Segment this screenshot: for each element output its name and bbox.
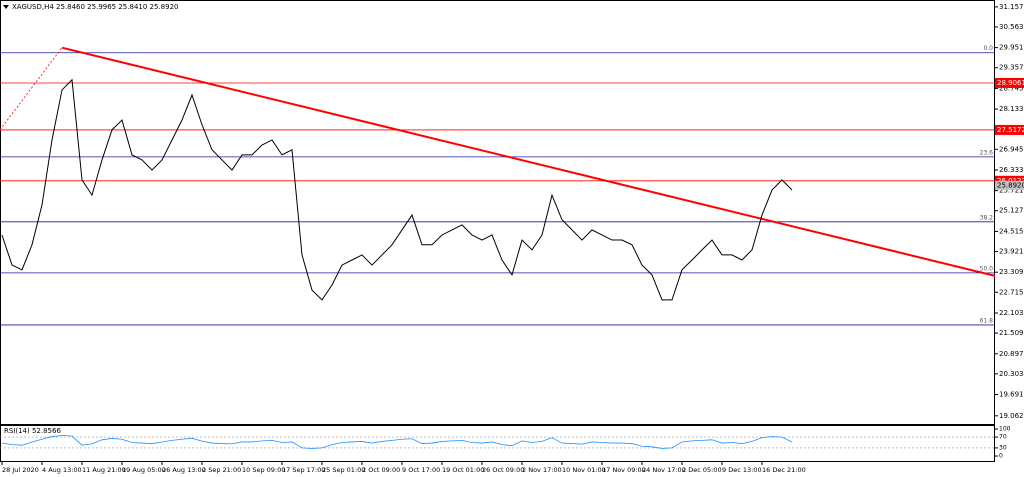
fib-label: 0.0 <box>983 45 993 52</box>
x-tick-label: 2 Sep 21:00 <box>202 466 241 474</box>
fib-label: 23.6 <box>980 149 994 156</box>
x-tick-label: 24 Nov 17:00 <box>642 466 686 474</box>
plot-frame <box>0 0 995 425</box>
x-tick-label: 26 Oct 09:00 <box>482 466 524 474</box>
price-line-series <box>1 78 793 301</box>
rsi-title: RSI(14) 52.8566 <box>4 427 61 435</box>
y-tick-label: 25.7210 <box>999 187 1024 195</box>
y-tick-label: 20.8970 <box>999 350 1024 358</box>
menu-arrow[interactable] <box>3 5 9 9</box>
rsi-tick-label: 100 <box>999 426 1011 433</box>
price-label-box <box>995 77 1024 88</box>
x-tick-label: 28 Jul 2020 <box>2 466 39 474</box>
y-tick-label: 29.3570 <box>999 64 1024 72</box>
x-tick-label: 2 Dec 05:00 <box>682 466 722 474</box>
y-tick-label: 25.1270 <box>999 207 1024 215</box>
x-tick-label: 19 Aug 05:00 <box>122 466 166 474</box>
rsi-frame <box>0 425 995 462</box>
y-tick-label: 29.9510 <box>999 44 1024 52</box>
y-tick-label: 23.3090 <box>999 268 1024 276</box>
current-price-box <box>995 180 1024 190</box>
rsi-tick-label: 70 <box>999 434 1007 441</box>
y-tick-label: 26.3330 <box>999 166 1024 174</box>
x-tick-label: 9 Oct 17:00 <box>402 466 440 474</box>
y-tick-label: 23.9210 <box>999 248 1024 256</box>
price-label: 27.5172 <box>997 126 1024 134</box>
rsi-tick-label: 30 <box>999 444 1007 451</box>
x-tick-label: 17 Sep 17:00 <box>282 466 325 474</box>
x-tick-label: 25 Sep 01:00 <box>322 466 365 474</box>
trend-line <box>61 46 996 277</box>
y-tick-label: 21.5090 <box>999 329 1024 337</box>
y-tick-label: 28.1330 <box>999 105 1024 113</box>
x-tick-label: 2 Nov 17:00 <box>522 466 562 474</box>
x-tick-label: 16 Dec 21:00 <box>762 466 806 474</box>
x-tick-label: 19 Oct 01:00 <box>442 466 484 474</box>
x-tick-label: 10 Nov 01:00 <box>562 466 606 474</box>
rsi-line <box>1 435 793 449</box>
y-tick-label: 22.1030 <box>999 309 1024 317</box>
y-tick-label: 31.1570 <box>999 3 1024 11</box>
price-label: 26.0122 <box>997 177 1024 185</box>
y-tick-label: 26.9450 <box>999 145 1024 153</box>
rsi-tick-label: 0 <box>999 453 1003 460</box>
fib-label: 61.8 <box>980 317 994 324</box>
x-tick-label: 9 Dec 13:00 <box>722 466 762 474</box>
x-tick-label: 2 Oct 09:00 <box>362 466 400 474</box>
price-label-box <box>995 175 1024 186</box>
x-tick-label: 26 Aug 13:00 <box>162 466 206 474</box>
y-tick-label: 24.5150 <box>999 227 1024 235</box>
y-tick-label: 20.3030 <box>999 370 1024 378</box>
y-tick-label: 22.7150 <box>999 288 1024 296</box>
fib-label: 50.0 <box>980 265 994 272</box>
y-tick-label: 30.5630 <box>999 23 1024 31</box>
price-label: 28.9061 <box>997 79 1024 87</box>
price-label-box <box>995 124 1024 135</box>
x-tick-label: 17 Nov 09:00 <box>602 466 646 474</box>
chart-title: XAGUSD,H4 25.8460 25.9965 25.8410 25.892… <box>12 3 178 11</box>
x-tick-label: 4 Aug 13:00 <box>42 466 82 474</box>
trend-extension <box>0 47 63 131</box>
fib-label: 38.2 <box>980 214 994 221</box>
x-tick-label: 11 Aug 21:00 <box>82 466 126 474</box>
y-tick-label: 28.7450 <box>999 84 1024 92</box>
current-price-label: 25.8920 <box>997 181 1024 189</box>
x-tick-label: 10 Sep 09:00 <box>242 466 285 474</box>
y-tick-label: 19.6910 <box>999 391 1024 399</box>
